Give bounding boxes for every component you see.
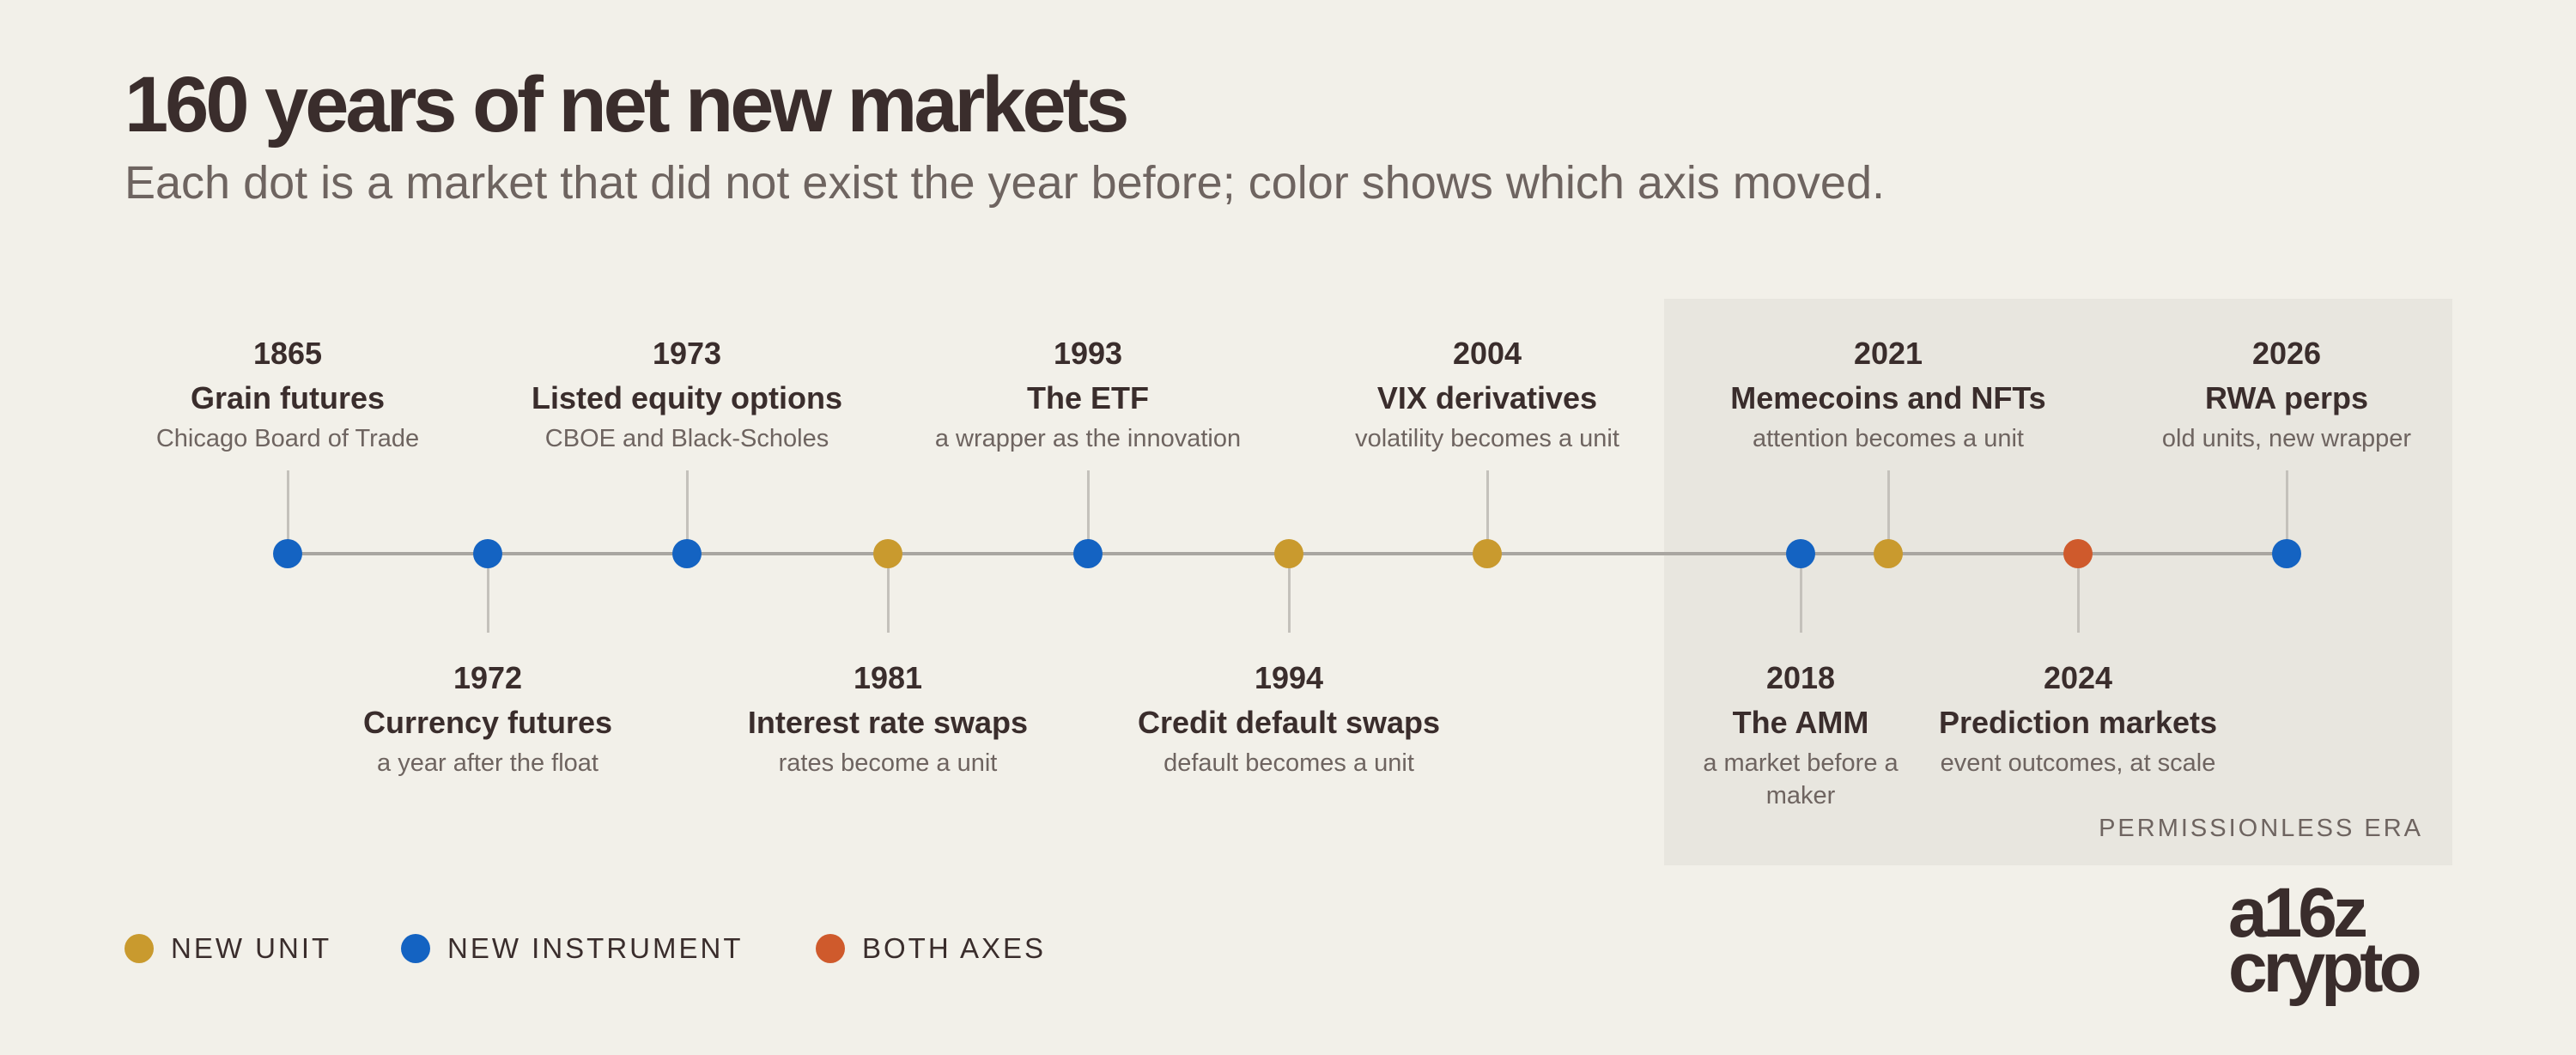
logo-line-1: a16z <box>2228 874 2368 952</box>
event-connector <box>2076 554 2080 633</box>
legend-label: NEW INSTRUMENT <box>447 932 744 964</box>
event-year: 2024 <box>2043 660 2113 695</box>
page-title: 160 years of net new markets <box>125 61 1129 149</box>
event-dot-new-unit <box>873 539 902 568</box>
event-note: CBOE and Black-Scholes <box>544 425 829 452</box>
event-name: The ETF <box>1027 380 1149 415</box>
legend-dot <box>401 934 430 963</box>
legend-label: NEW UNIT <box>171 932 332 964</box>
event-dot-both-axes <box>2063 539 2093 568</box>
event-dot-new-instrument <box>672 539 702 568</box>
event-connector <box>1086 470 1090 553</box>
event-name: VIX derivatives <box>1376 380 1598 415</box>
event-year: 1981 <box>853 660 923 695</box>
event-dot-new-unit <box>1874 539 1903 568</box>
event-dot-new-instrument <box>1786 539 1815 568</box>
event-connector <box>1799 554 1802 633</box>
event-name: Listed equity options <box>531 380 842 415</box>
event-label: 2021 Memecoins and NFTs attention becomes … <box>1708 337 2069 455</box>
event-name: Grain futures <box>190 380 386 415</box>
event-dot-new-instrument <box>473 539 502 568</box>
event-name: RWA perps <box>2204 380 2369 415</box>
event-connector <box>1886 470 1890 553</box>
legend-item-new-instrument: NEW INSTRUMENT <box>401 932 743 965</box>
event-dot-new-unit <box>1274 539 1303 568</box>
event-connector <box>286 470 289 553</box>
a16z-crypto-logo: a16z crypto <box>2228 874 2422 1007</box>
legend-dot <box>125 934 154 963</box>
legend-dot <box>816 934 845 963</box>
event-label: 2026 RWA perps old units, new wrapper <box>2106 337 2467 455</box>
event-name: The AMM <box>1732 705 1869 740</box>
event-label: 1994 Credit default swaps default becomes … <box>1109 661 1469 779</box>
event-dot-new-unit <box>1473 539 1502 568</box>
event-year: 2004 <box>1452 336 1522 371</box>
event-label: 2004 VIX derivatives volatility becomes a … <box>1307 337 1668 455</box>
event-dot-new-instrument <box>273 539 302 568</box>
event-note: volatility becomes a unit <box>1355 425 1619 452</box>
legend-item-new-unit: NEW UNIT <box>125 932 331 965</box>
legend-item-both-axes: BOTH AXES <box>816 932 1046 965</box>
event-year: 2018 <box>1765 660 1836 695</box>
event-label: 1973 Listed equity options CBOE and Black-… <box>507 337 867 455</box>
event-note: event outcomes, at scale <box>1940 749 2216 777</box>
event-name: Memecoins and NFTs <box>1730 380 2046 415</box>
event-label: 1981 Interest rate swaps rates become a un… <box>708 661 1068 779</box>
event-year: 1994 <box>1254 660 1324 695</box>
event-connector <box>886 554 890 633</box>
event-note: a year after the float <box>377 749 598 777</box>
event-note: a market before a maker <box>1703 749 1899 809</box>
permissionless-era-panel: PERMISSIONLESS ERA <box>1664 299 2452 865</box>
event-note: a wrapper as the innovation <box>934 425 1242 452</box>
event-dot-new-instrument <box>2272 539 2301 568</box>
event-connector <box>1485 470 1489 553</box>
event-name: Credit default swaps <box>1137 705 1441 740</box>
event-year: 2026 <box>2251 336 2322 371</box>
event-name: Interest rate swaps <box>747 705 1029 740</box>
event-note: default becomes a unit <box>1163 749 1414 777</box>
event-label: 1993 The ETF a wrapper as the innovation <box>908 337 1268 455</box>
event-year: 1865 <box>252 336 323 371</box>
event-dot-new-instrument <box>1073 539 1103 568</box>
event-connector <box>1287 554 1291 633</box>
event-name: Currency futures <box>362 705 613 740</box>
event-connector <box>685 470 689 553</box>
event-connector <box>2285 470 2288 553</box>
event-label: 1972 Currency futures a year after the flo… <box>307 661 668 779</box>
event-year: 1972 <box>453 660 523 695</box>
event-connector <box>486 554 489 633</box>
page-subtitle: Each dot is a market that did not exist … <box>125 157 1885 209</box>
event-note: Chicago Board of Trade <box>155 425 420 452</box>
event-year: 1993 <box>1053 336 1123 371</box>
logo-line-2: crypto <box>2228 929 2422 1007</box>
legend-label: BOTH AXES <box>862 932 1047 964</box>
event-year: 2021 <box>1853 336 1923 371</box>
event-year: 1973 <box>652 336 722 371</box>
event-label: 1865 Grain futures Chicago Board of Trade <box>107 337 468 455</box>
event-label: 2018 The AMM a market before a maker <box>1620 661 1981 812</box>
event-name: Prediction markets <box>1938 705 2218 740</box>
era-label: PERMISSIONLESS ERA <box>2099 815 2423 842</box>
event-label: 2024 Prediction markets event outcomes, at… <box>1898 661 2258 779</box>
event-note: rates become a unit <box>778 749 998 777</box>
event-note: attention becomes a unit <box>1753 425 2024 452</box>
event-note: old units, new wrapper <box>2161 425 2412 452</box>
